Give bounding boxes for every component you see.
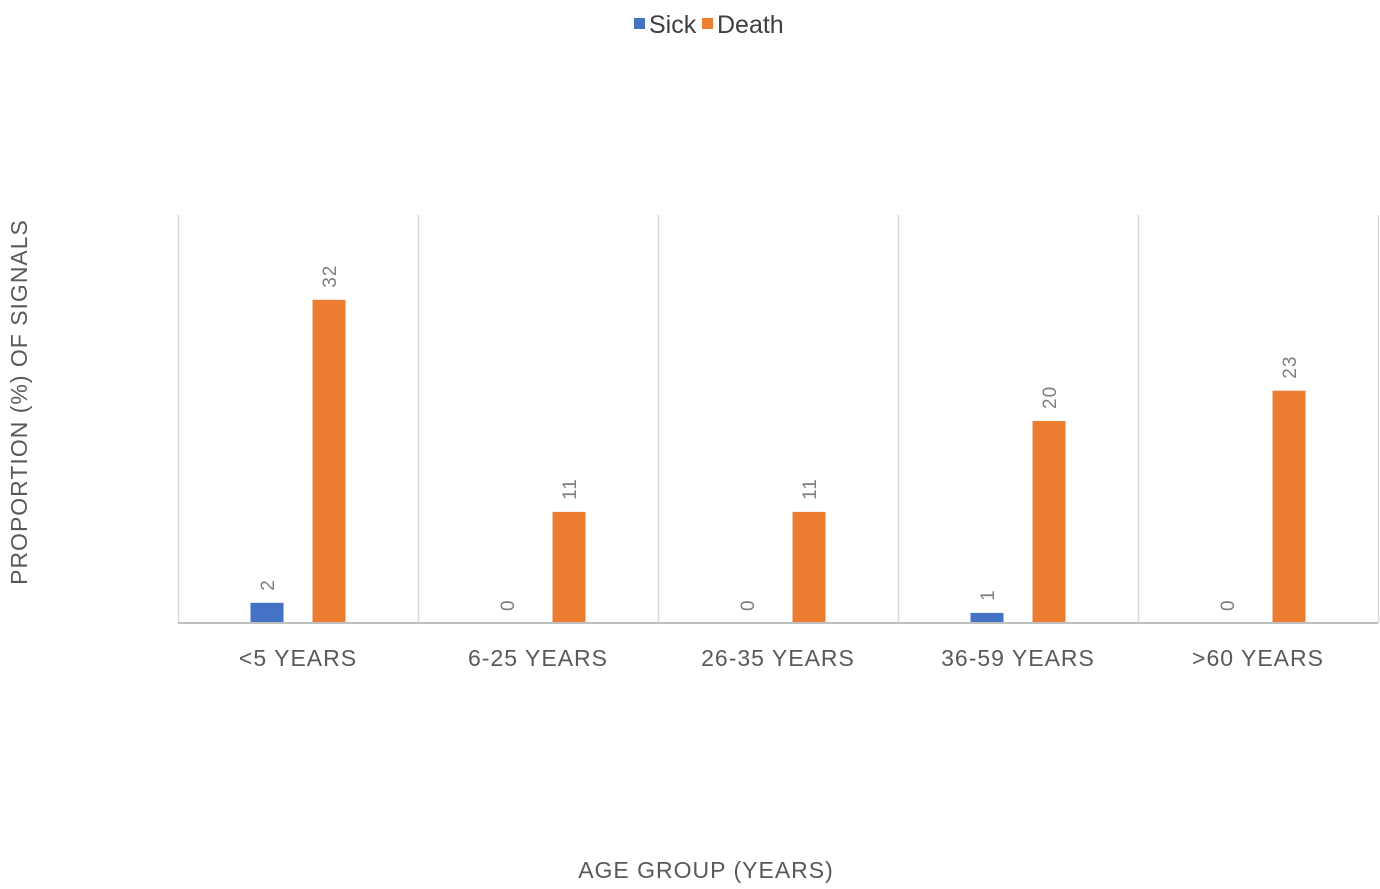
x-tick-label: <5 YEARS <box>239 645 357 671</box>
bar-sick <box>250 602 284 623</box>
legend-label-death: Death <box>717 11 784 39</box>
x-tick-label: 36-59 YEARS <box>941 645 1095 671</box>
data-label-death: 11 <box>800 478 821 500</box>
legend-label-sick: Sick <box>649 11 697 39</box>
bar-sick <box>970 612 1004 623</box>
data-label-death: 11 <box>560 478 581 500</box>
data-label-sick: 0 <box>1218 599 1239 611</box>
x-tick-label: 26-35 YEARS <box>701 645 855 671</box>
category-gridlines <box>177 215 1380 623</box>
legend: Sick Death <box>634 11 784 39</box>
data-label-death: 20 <box>1040 386 1061 409</box>
data-label-sick: 2 <box>258 579 279 591</box>
legend-swatch-sick <box>634 18 645 29</box>
data-label-sick: 0 <box>498 599 519 611</box>
bar-death <box>312 299 346 623</box>
data-label-sick: 0 <box>738 599 759 611</box>
bar-death <box>552 511 586 623</box>
y-axis-title: PROPORTION (%) OF SIGNALS <box>6 219 32 585</box>
data-label-sick: 1 <box>978 589 999 601</box>
x-tick-labels: <5 YEARS 6-25 YEARS 26-35 YEARS 36-59 YEARS… <box>239 645 1324 671</box>
legend-swatch-death <box>702 18 713 29</box>
x-tick-label: 6-25 YEARS <box>468 645 608 671</box>
bar-death <box>1272 390 1306 623</box>
data-label-death: 23 <box>1280 356 1301 379</box>
x-axis-title: AGE GROUP (YEARS) <box>578 857 834 883</box>
data-label-death: 32 <box>320 265 341 288</box>
bar-death <box>792 511 826 623</box>
bar-death <box>1032 421 1066 623</box>
x-tick-label: >60 YEARS <box>1192 645 1324 671</box>
bars-group <box>250 299 1306 623</box>
